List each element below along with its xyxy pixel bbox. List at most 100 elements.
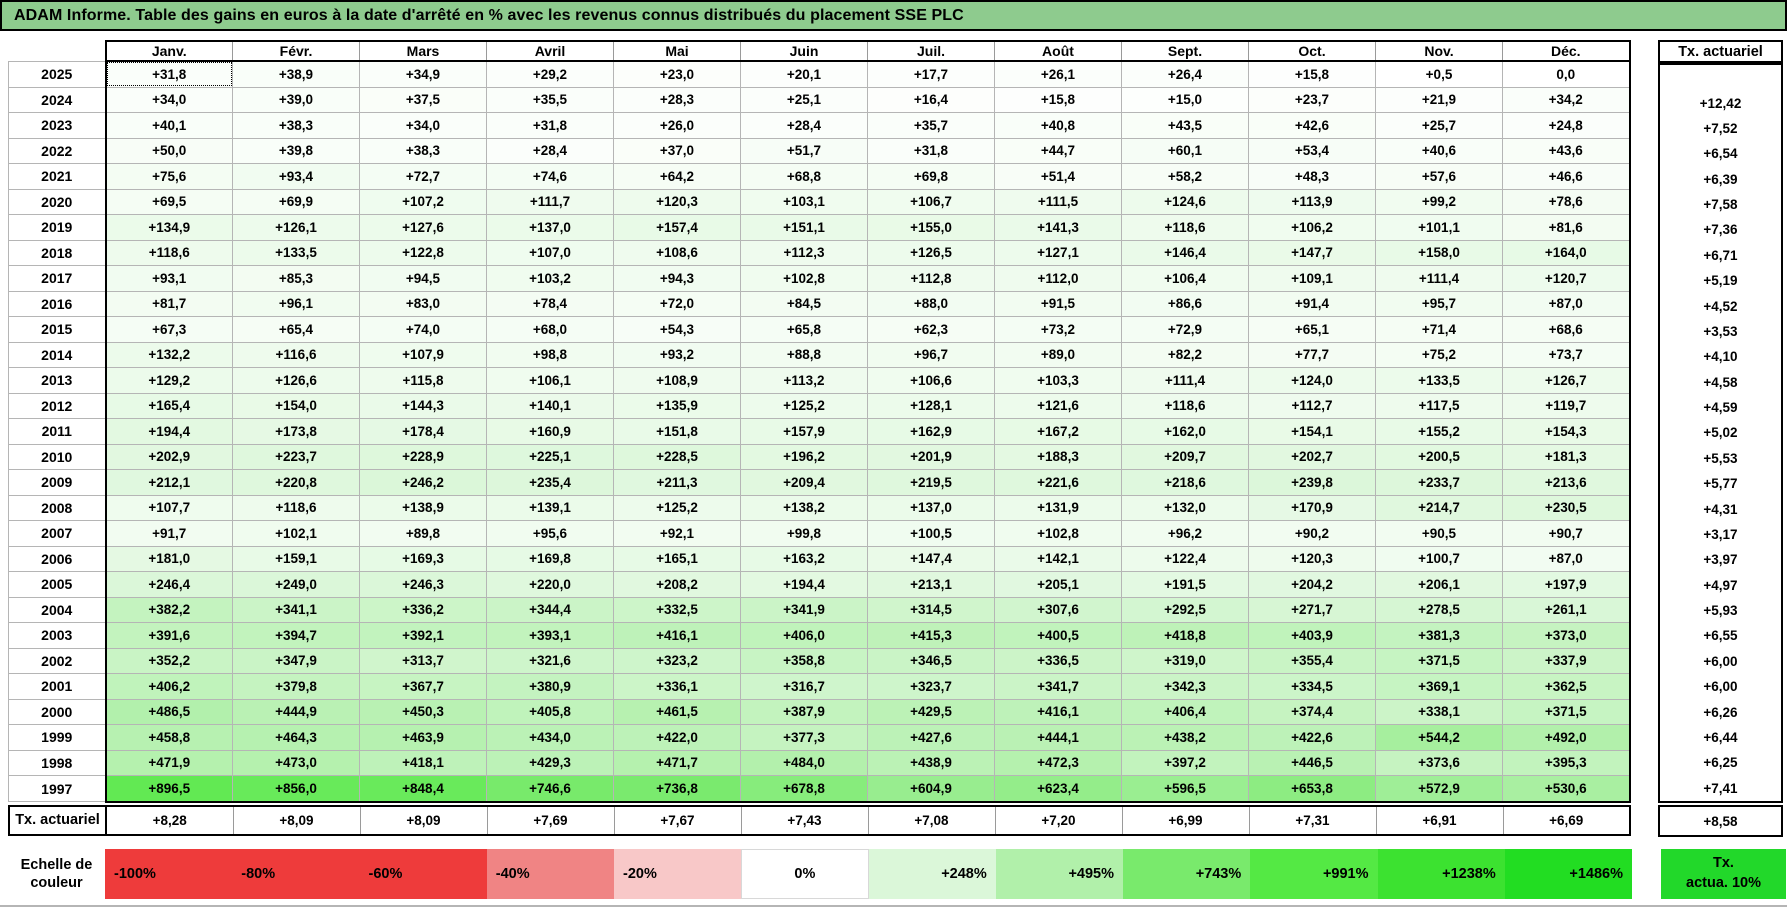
month-header-9[interactable]: Sept. xyxy=(1121,40,1249,62)
gain-cell[interactable]: +230,5 xyxy=(1502,494,1631,521)
gain-cell[interactable]: +321,6 xyxy=(486,647,614,674)
gain-cell[interactable]: +596,5 xyxy=(1121,775,1249,803)
year-label[interactable]: 2002 xyxy=(8,647,106,674)
year-label[interactable]: 1999 xyxy=(8,724,106,751)
gain-cell[interactable]: +103,2 xyxy=(486,265,614,292)
gain-cell[interactable]: +397,2 xyxy=(1121,749,1249,776)
gain-cell[interactable]: +53,4 xyxy=(1248,137,1376,164)
gain-cell[interactable]: +427,6 xyxy=(867,724,995,751)
footer-rate-cell[interactable]: +8,09 xyxy=(359,804,488,836)
month-header-12[interactable]: Déc. xyxy=(1502,40,1631,62)
gain-cell[interactable]: +209,7 xyxy=(1121,443,1249,470)
gain-cell[interactable]: +126,5 xyxy=(867,239,995,266)
gain-cell[interactable]: +72,9 xyxy=(1121,316,1249,343)
gain-cell[interactable]: +422,6 xyxy=(1248,724,1376,751)
month-header-3[interactable]: Mars xyxy=(359,40,487,62)
gain-cell[interactable]: +157,4 xyxy=(613,214,741,241)
gain-cell[interactable]: +678,8 xyxy=(740,775,868,803)
gain-cell[interactable]: +42,6 xyxy=(1248,112,1376,139)
gain-cell[interactable]: +472,3 xyxy=(994,749,1122,776)
tx-value-2004[interactable]: +5,93 xyxy=(1703,603,1738,619)
gain-cell[interactable]: +111,5 xyxy=(994,188,1122,215)
gain-cell[interactable]: +37,5 xyxy=(359,86,487,113)
gain-cell[interactable]: +746,6 xyxy=(486,775,614,803)
year-label[interactable]: 2023 xyxy=(8,112,106,139)
gain-cell[interactable]: +28,4 xyxy=(740,112,868,139)
year-label[interactable]: 2008 xyxy=(8,494,106,521)
gain-cell[interactable]: +0,5 xyxy=(1375,60,1503,88)
gain-cell[interactable]: +380,9 xyxy=(486,673,614,700)
gain-cell[interactable]: +69,8 xyxy=(867,163,995,190)
gain-cell[interactable]: +178,4 xyxy=(359,418,487,445)
gain-cell[interactable]: +213,1 xyxy=(867,571,995,598)
gain-cell[interactable]: +202,7 xyxy=(1248,443,1376,470)
gain-cell[interactable]: +115,8 xyxy=(359,367,487,394)
gain-cell[interactable]: +173,8 xyxy=(232,418,360,445)
gain-cell[interactable]: +99,8 xyxy=(740,520,868,547)
gain-cell[interactable]: +91,5 xyxy=(994,290,1122,317)
gain-cell[interactable]: +26,4 xyxy=(1121,60,1249,88)
gain-cell[interactable]: +394,7 xyxy=(232,622,360,649)
year-label[interactable]: 2001 xyxy=(8,673,106,700)
gain-cell[interactable]: +116,6 xyxy=(232,341,360,368)
gain-cell[interactable]: +191,5 xyxy=(1121,571,1249,598)
gain-cell[interactable]: +165,4 xyxy=(104,392,233,419)
gain-cell[interactable]: +118,6 xyxy=(104,239,233,266)
gain-cell[interactable]: +118,6 xyxy=(1121,392,1249,419)
tx-value-2009[interactable]: +5,77 xyxy=(1703,476,1738,492)
gain-cell[interactable]: +94,3 xyxy=(613,265,741,292)
gain-cell[interactable]: +157,9 xyxy=(740,418,868,445)
gain-cell[interactable]: +418,1 xyxy=(359,749,487,776)
year-label[interactable]: 2000 xyxy=(8,698,106,725)
gain-cell[interactable]: +736,8 xyxy=(613,775,741,803)
gain-cell[interactable]: +60,1 xyxy=(1121,137,1249,164)
gain-cell[interactable]: +194,4 xyxy=(104,418,233,445)
gain-cell[interactable]: +313,7 xyxy=(359,647,487,674)
gain-cell[interactable]: +118,6 xyxy=(232,494,360,521)
year-label[interactable]: 2007 xyxy=(8,520,106,547)
gain-cell[interactable]: +100,7 xyxy=(1375,545,1503,572)
month-header-2[interactable]: Févr. xyxy=(232,40,360,62)
footer-rate-cell[interactable]: +6,69 xyxy=(1502,804,1631,836)
gain-cell[interactable]: +323,2 xyxy=(613,647,741,674)
gain-cell[interactable]: +74,6 xyxy=(486,163,614,190)
gain-cell[interactable]: +155,2 xyxy=(1375,418,1503,445)
gain-cell[interactable]: +90,5 xyxy=(1375,520,1503,547)
gain-cell[interactable]: +416,1 xyxy=(613,622,741,649)
year-label[interactable]: 2022 xyxy=(8,137,106,164)
gain-cell[interactable]: +450,3 xyxy=(359,698,487,725)
gain-cell[interactable]: +371,5 xyxy=(1502,698,1631,725)
gain-cell[interactable]: +15,0 xyxy=(1121,86,1249,113)
year-label[interactable]: 2009 xyxy=(8,469,106,496)
gain-cell[interactable]: +16,4 xyxy=(867,86,995,113)
gain-cell[interactable]: +271,7 xyxy=(1248,596,1376,623)
gain-cell[interactable]: +338,1 xyxy=(1375,698,1503,725)
gain-cell[interactable]: +126,1 xyxy=(232,214,360,241)
gain-cell[interactable]: +134,9 xyxy=(104,214,233,241)
gain-cell[interactable]: +137,0 xyxy=(867,494,995,521)
gain-cell[interactable]: +169,8 xyxy=(486,545,614,572)
gain-cell[interactable]: +848,4 xyxy=(359,775,487,803)
gain-cell[interactable]: +81,6 xyxy=(1502,214,1631,241)
year-label[interactable]: 2017 xyxy=(8,265,106,292)
gain-cell[interactable]: +405,8 xyxy=(486,698,614,725)
gain-cell[interactable]: +122,8 xyxy=(359,239,487,266)
gain-cell[interactable]: +458,8 xyxy=(104,724,233,751)
gain-cell[interactable]: +362,5 xyxy=(1502,673,1631,700)
gain-cell[interactable]: +120,3 xyxy=(1248,545,1376,572)
gain-cell[interactable]: +169,3 xyxy=(359,545,487,572)
gain-cell[interactable]: +28,3 xyxy=(613,86,741,113)
gain-cell[interactable]: +54,3 xyxy=(613,316,741,343)
gain-cell[interactable]: +43,5 xyxy=(1121,112,1249,139)
gain-cell[interactable]: +337,9 xyxy=(1502,647,1631,674)
gain-cell[interactable]: +65,4 xyxy=(232,316,360,343)
gain-cell[interactable]: +429,5 xyxy=(867,698,995,725)
gain-cell[interactable]: +369,1 xyxy=(1375,673,1503,700)
gain-cell[interactable]: +40,6 xyxy=(1375,137,1503,164)
year-label[interactable]: 1997 xyxy=(8,775,106,802)
gain-cell[interactable]: +341,7 xyxy=(994,673,1122,700)
tx-value-2014[interactable]: +4,10 xyxy=(1703,349,1738,365)
gain-cell[interactable]: +623,4 xyxy=(994,775,1122,803)
gain-cell[interactable]: +118,6 xyxy=(1121,214,1249,241)
footer-rate-cell[interactable]: +7,43 xyxy=(740,804,869,836)
